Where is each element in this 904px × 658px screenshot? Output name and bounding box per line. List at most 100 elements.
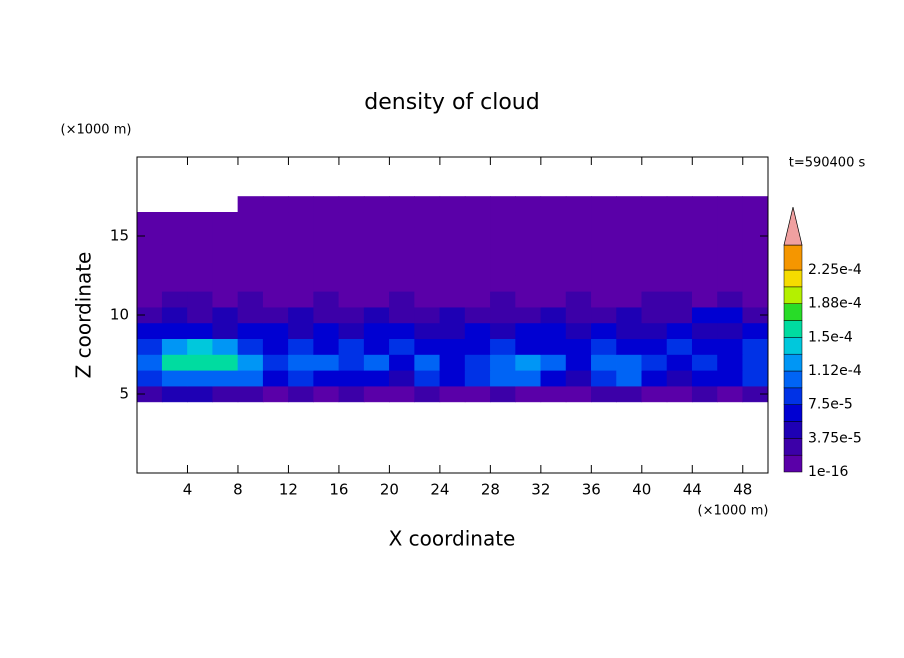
field-cell: [591, 243, 617, 260]
field-cell: [464, 338, 491, 355]
field-cell: [212, 338, 239, 355]
field-cell: [212, 385, 239, 403]
field-cell: [288, 243, 314, 260]
field-cell: [591, 212, 617, 229]
field-cell: [136, 354, 163, 371]
field-cell: [288, 212, 314, 229]
field-cell: [691, 338, 718, 355]
field-cell: [288, 338, 314, 355]
field-cell: [666, 212, 693, 229]
field-cell: [565, 369, 592, 387]
field-cell: [161, 338, 188, 355]
field-cell: [691, 243, 718, 260]
field-cell: [666, 338, 693, 355]
field-cell: [616, 385, 643, 403]
field-cell: [414, 385, 441, 403]
field-cell: [262, 275, 289, 292]
field-cell: [464, 227, 491, 245]
colorbar-label: 1.5e-4: [808, 329, 853, 345]
field-cell: [439, 259, 466, 276]
field-cell: [313, 306, 340, 324]
field-cell: [363, 338, 390, 355]
field-cell: [313, 243, 340, 260]
field-cell: [691, 275, 718, 292]
field-cell: [136, 338, 163, 355]
field-cell: [288, 259, 314, 276]
field-cell: [691, 385, 718, 403]
field-cell: [565, 306, 592, 324]
y-tick-label: 5: [119, 385, 129, 403]
field-cell: [691, 369, 718, 387]
field-cell: [363, 290, 390, 308]
field-cell: [591, 322, 617, 339]
x-tick-label: 12: [279, 481, 298, 499]
field-cell: [641, 322, 668, 339]
colorbar-extend: [783, 206, 803, 246]
field-cell: [262, 243, 289, 260]
field-cell: [187, 369, 214, 387]
y-tick-label: 15: [110, 227, 129, 245]
field-cell: [616, 212, 643, 229]
field-cell: [237, 243, 264, 260]
field-cell: [742, 212, 769, 229]
field-cell: [591, 227, 617, 245]
field-cell: [389, 385, 415, 403]
field-cell: [212, 322, 239, 339]
field-cell: [414, 243, 441, 260]
x-axis-label: X coordinate: [389, 527, 516, 551]
field-cell: [313, 227, 340, 245]
field-cell: [742, 369, 769, 387]
field-cell: [691, 306, 718, 324]
field-cell: [439, 338, 466, 355]
field-cell: [187, 227, 214, 245]
field-cell: [338, 354, 365, 371]
field-cell: [717, 212, 744, 229]
field-cell: [338, 290, 365, 308]
field-cell: [237, 338, 264, 355]
field-cell: [313, 259, 340, 276]
field-cell: [490, 196, 516, 213]
field-cell: [187, 338, 214, 355]
field-cell: [136, 290, 163, 308]
field-cell: [565, 354, 592, 371]
field-cell: [717, 196, 744, 213]
colorbar-band: [783, 421, 803, 439]
field-cell: [666, 385, 693, 403]
field-cell: [389, 369, 415, 387]
field-cell: [338, 196, 365, 213]
field-cell: [616, 306, 643, 324]
y-axis-label: Z coordinate: [72, 252, 96, 379]
field-cell: [161, 369, 188, 387]
field-cell: [641, 354, 668, 371]
field-cell: [641, 275, 668, 292]
field-cell: [641, 259, 668, 276]
field-cell: [439, 322, 466, 339]
field-cell: [363, 227, 390, 245]
field-cell: [136, 212, 163, 229]
field-cell: [515, 338, 542, 355]
field-cell: [187, 243, 214, 260]
field-cell: [717, 227, 744, 245]
colorbar-band: [783, 404, 803, 422]
field-cell: [262, 338, 289, 355]
field-cell: [389, 338, 415, 355]
field-cell: [288, 275, 314, 292]
field-cell: [187, 322, 214, 339]
field-cell: [742, 338, 769, 355]
field-cell: [161, 322, 188, 339]
field-cell: [161, 290, 188, 308]
field-cell: [591, 306, 617, 324]
field-cell: [490, 290, 516, 308]
field-cell: [136, 259, 163, 276]
field-cell: [389, 354, 415, 371]
field-cell: [666, 322, 693, 339]
field-cell: [439, 306, 466, 324]
field-cell: [691, 196, 718, 213]
field: [136, 196, 769, 403]
field-cell: [338, 227, 365, 245]
field-cell: [515, 243, 542, 260]
field-cell: [666, 243, 693, 260]
colorbar-band: [783, 320, 803, 338]
field-cell: [187, 275, 214, 292]
field-cell: [540, 322, 567, 339]
